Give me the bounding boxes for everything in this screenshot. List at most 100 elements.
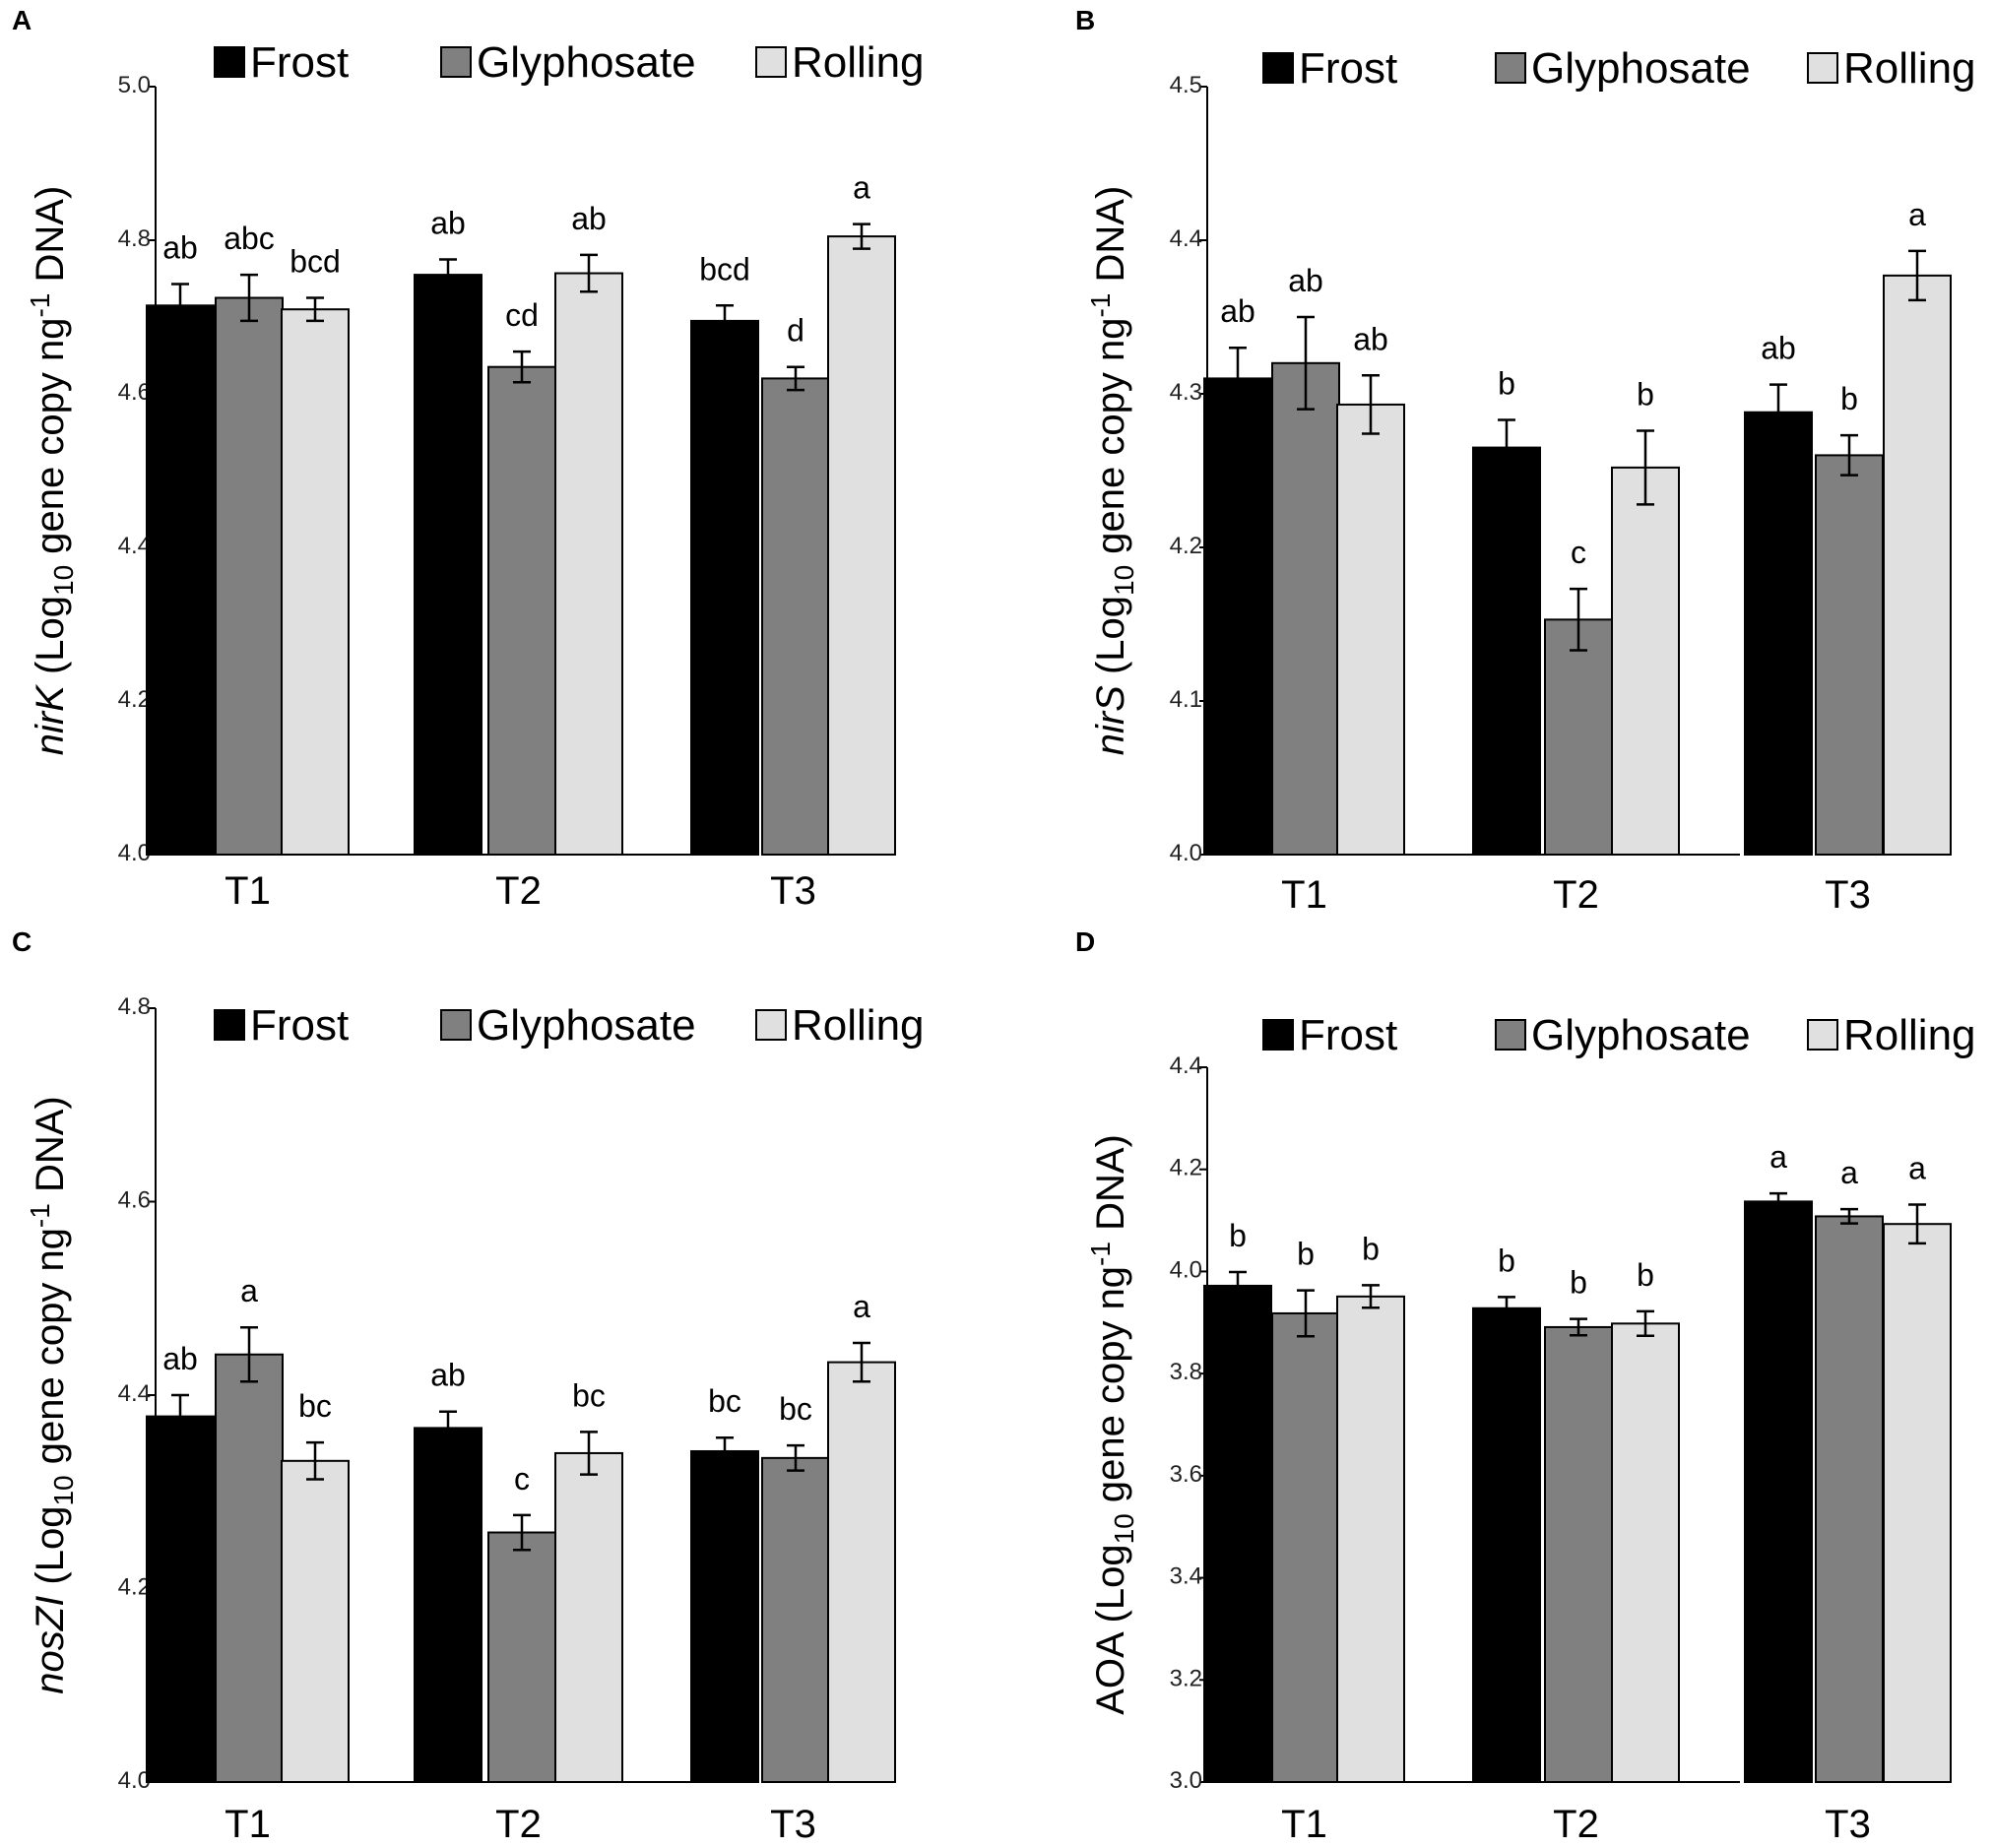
x-category-label: T3 <box>1825 873 1871 917</box>
x-category-label: T2 <box>1553 873 1599 917</box>
bar-glyphosate-t1 <box>1271 1311 1340 1783</box>
y-label-superscript: -1 <box>25 293 55 318</box>
y-label-subscript: 10 <box>1109 1513 1139 1544</box>
significance-label: a <box>1908 197 1926 232</box>
significance-label: b <box>1362 1231 1380 1266</box>
x-category-label: T3 <box>770 1803 816 1846</box>
x-category-label: T3 <box>1825 1803 1871 1846</box>
y-tick-label: 3.8 <box>1170 1359 1202 1385</box>
legend-swatch-rolling <box>755 46 787 78</box>
x-category-label: T1 <box>1281 873 1327 917</box>
x-category-label: T1 <box>225 1803 271 1846</box>
significance-label: b <box>1637 1257 1654 1293</box>
legend-label-rolling: Rolling <box>1843 1011 1976 1059</box>
y-label-end: DNA) <box>1089 1134 1132 1242</box>
y-label-unit: (Log <box>1089 1544 1132 1633</box>
bar-rolling-t2 <box>554 272 623 857</box>
y-tick-label: 3.6 <box>1170 1461 1202 1488</box>
significance-label: d <box>787 313 804 349</box>
x-category-label: T1 <box>1281 1803 1327 1846</box>
bar-rolling-t3 <box>1883 274 1952 856</box>
y-tick-label: 4.4 <box>1170 225 1202 252</box>
significance-label: ab <box>571 201 607 236</box>
legend-label-glyphosate: Glyphosate <box>477 38 696 87</box>
significance-label: a <box>853 1289 870 1324</box>
y-tick-label: 4.8 <box>118 225 151 252</box>
bar-glyphosate-t1 <box>1271 361 1340 856</box>
legend-label-rolling: Rolling <box>1843 44 1976 93</box>
y-axis-label: AOA (Log10 gene copy ng-1 DNA) <box>1085 1134 1139 1715</box>
bar-frost-t2 <box>414 1427 482 1784</box>
significance-label: c <box>1571 535 1586 570</box>
significance-label: ab <box>1288 263 1323 298</box>
legend-swatch-frost <box>214 46 245 78</box>
significance-label: bc <box>572 1377 606 1413</box>
legend-swatch-rolling <box>755 1009 787 1041</box>
y-label-mid: gene copy ng <box>1089 318 1132 565</box>
significance-label: c <box>514 1461 530 1497</box>
y-label-superscript: -1 <box>25 1203 55 1228</box>
bar-glyphosate-t3 <box>1815 1215 1884 1783</box>
bar-frost-t3 <box>690 1449 759 1783</box>
y-label-gene: nirS <box>1089 685 1132 755</box>
significance-label: abc <box>224 221 275 256</box>
y-tick-label: 4.6 <box>118 379 151 406</box>
legend-swatch-glyphosate <box>1495 1019 1526 1051</box>
y-label-mid: gene copy ng <box>1089 1266 1132 1513</box>
y-tick-label: 3.2 <box>1170 1665 1202 1691</box>
y-tick-label: 4.1 <box>1170 686 1202 713</box>
y-axis-label: nirS (Log10 gene copy ng-1 DNA) <box>1085 186 1139 756</box>
bar-frost-t2 <box>1472 1306 1541 1784</box>
significance-label: ab <box>1353 321 1388 356</box>
legend-swatch-rolling <box>1807 1019 1838 1051</box>
legend-swatch-glyphosate <box>440 46 472 78</box>
bar-frost-t1 <box>1203 1284 1272 1784</box>
bar-glyphosate-t2 <box>1544 618 1613 856</box>
significance-label: a <box>240 1273 258 1308</box>
bar-rolling-t2 <box>1611 1322 1680 1784</box>
y-label-subscript: 10 <box>48 1475 79 1505</box>
y-tick-label: 4.4 <box>1170 1052 1202 1079</box>
y-tick-label: 4.8 <box>118 993 151 1020</box>
bar-rolling-t1 <box>1336 1295 1405 1784</box>
x-category-label: T2 <box>495 869 542 913</box>
y-tick-label: 4.0 <box>118 1767 151 1794</box>
significance-label: ab <box>430 1358 466 1393</box>
y-tick-label: 4.3 <box>1170 379 1202 406</box>
bar-glyphosate-t3 <box>761 377 830 856</box>
significance-label: bc <box>708 1383 741 1419</box>
significance-label: bcd <box>699 251 750 287</box>
bar-rolling-t2 <box>554 1451 623 1783</box>
legend-swatch-glyphosate <box>1495 52 1526 84</box>
significance-label: b <box>1570 1265 1587 1301</box>
y-label-end: DNA) <box>29 186 72 293</box>
bar-frost-t2 <box>1472 446 1541 856</box>
bar-frost-t1 <box>1203 377 1272 856</box>
y-tick-label: 4.0 <box>1170 840 1202 866</box>
significance-label: cd <box>505 297 539 333</box>
significance-label: bc <box>779 1391 812 1427</box>
x-category-label: T3 <box>770 869 816 913</box>
legend-label-rolling: Rolling <box>792 1001 925 1050</box>
y-axis-label: nosZI (Log10 gene copy ng-1 DNA) <box>25 1096 79 1693</box>
significance-label: a <box>1769 1139 1787 1175</box>
significance-label: b <box>1637 376 1654 412</box>
chart-panel-d: D AOA (Log10 gene copy ng-1 DNA) 3.0 3.2 3.4… <box>1075 926 1976 1846</box>
legend-label-frost: Frost <box>250 1001 349 1050</box>
y-label-unit: (Log <box>29 1506 72 1596</box>
legend-label-glyphosate: Glyphosate <box>477 1001 696 1050</box>
y-label-mid: gene copy ng <box>29 318 72 565</box>
y-tick-label: 4.0 <box>118 840 151 866</box>
y-tick-label: 4.0 <box>1170 1256 1202 1283</box>
y-label-gene: nosZI <box>29 1596 72 1694</box>
significance-label: b <box>1297 1237 1315 1272</box>
y-tick-label: 4.6 <box>118 1187 151 1214</box>
y-label-end: DNA) <box>29 1096 72 1203</box>
y-label-superscript: -1 <box>1085 1242 1116 1266</box>
legend-label-frost: Frost <box>250 38 349 87</box>
bar-frost-t1 <box>146 304 215 856</box>
y-tick-label: 4.2 <box>1170 533 1202 559</box>
